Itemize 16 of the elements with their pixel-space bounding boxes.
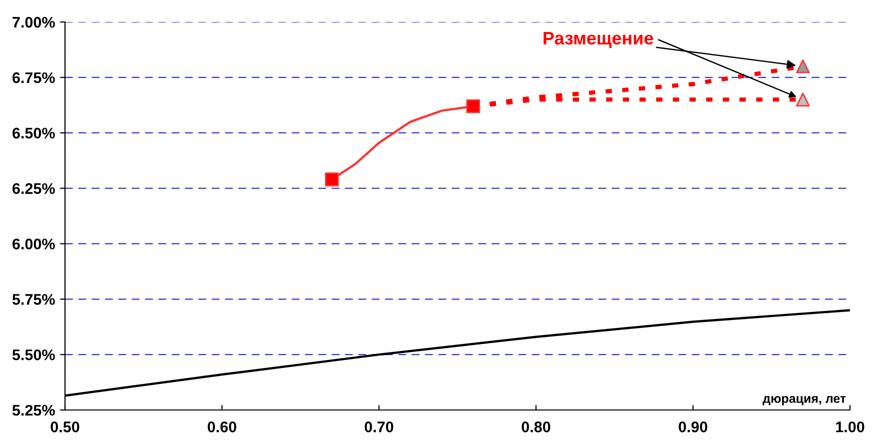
x-tick-label: 0.70: [364, 422, 394, 432]
y-tick-label: 6.50%: [12, 128, 55, 139]
x-tick-label: 0.60: [208, 422, 236, 432]
x-tick-label: 0.80: [522, 422, 550, 432]
y-tick-label: 7.00%: [12, 16, 55, 28]
x-tick-label: 1.00: [836, 422, 864, 432]
x-tick-label: 0.50: [50, 422, 80, 432]
x-axis-title: дюрация, лет: [762, 396, 846, 406]
x-tick-label: 0.90: [678, 422, 708, 432]
y-tick-label: 5.75%: [12, 294, 55, 305]
y-tick-label: 6.25%: [12, 183, 55, 194]
y-tick-label: 6.00%: [12, 238, 55, 250]
y-tick-label: 5.50%: [12, 349, 55, 360]
annotation: Размещение: [544, 32, 654, 48]
y-tick-label: 5.25%: [12, 404, 55, 416]
y-tick-label: 6.75%: [12, 72, 55, 84]
